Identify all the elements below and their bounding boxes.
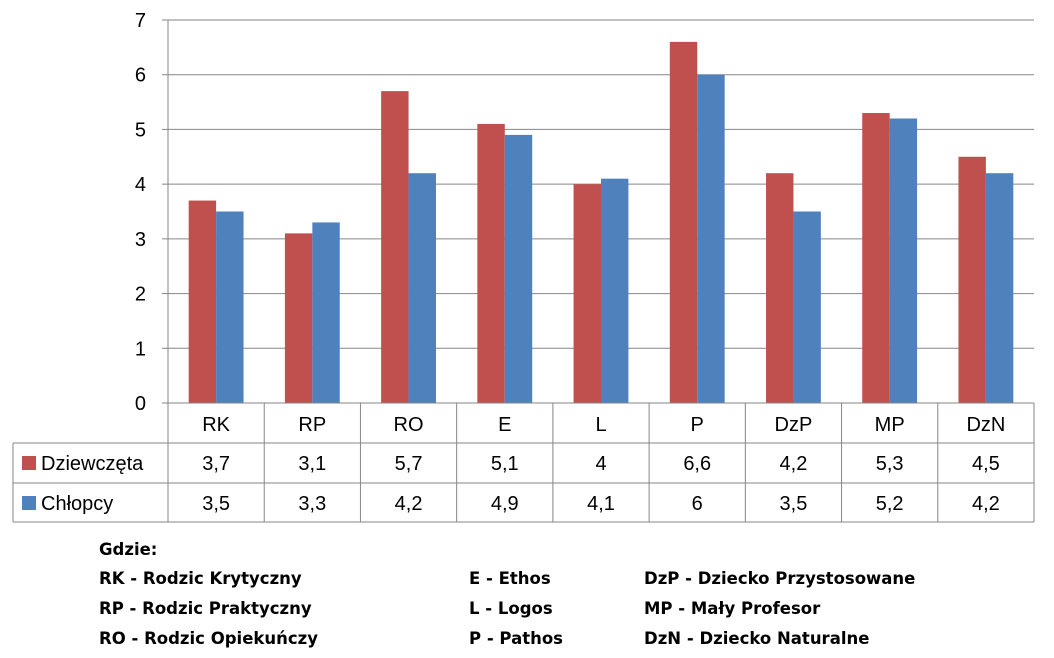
legend-label: Dziewczęta	[41, 453, 144, 475]
data-label: 3,1	[298, 453, 326, 475]
legend-swatch	[22, 496, 36, 510]
note-item: E - Ethos	[469, 569, 551, 588]
y-tick-label: 7	[135, 10, 146, 32]
note-item: RO - Rodzic Opiekuńczy	[99, 629, 318, 648]
category-label: MP	[875, 414, 905, 436]
legend-swatch	[22, 456, 36, 470]
category-label: RK	[202, 414, 230, 436]
y-tick-label: 1	[135, 338, 146, 360]
bar	[862, 113, 890, 403]
note-item: RK - Rodzic Krytyczny	[99, 569, 302, 588]
y-tick-label: 0	[135, 393, 146, 415]
data-label: 4,1	[587, 493, 615, 515]
bar	[216, 211, 244, 403]
bar	[504, 134, 533, 403]
data-label: 4,2	[780, 453, 808, 475]
data-label: 5,7	[395, 453, 423, 475]
bar	[793, 211, 821, 403]
note-item: MP - Mały Profesor	[644, 599, 821, 618]
legend-label: Chłopcy	[41, 493, 113, 515]
bar	[985, 173, 1014, 403]
notes-header: Gdzie:	[99, 540, 158, 559]
category-label: P	[691, 414, 704, 436]
abbreviation-notes: Gdzie: RK - Rodzic Krytyczny E - Ethos D…	[99, 538, 999, 656]
category-label: DzN	[966, 414, 1005, 436]
bar	[381, 91, 409, 403]
bar	[573, 184, 601, 403]
data-label: 6	[692, 493, 703, 515]
y-tick-label: 6	[135, 65, 146, 87]
category-label: DzP	[775, 414, 813, 436]
bar	[697, 74, 725, 403]
bar	[408, 173, 436, 403]
data-label: 5,2	[876, 493, 904, 515]
bar	[312, 222, 340, 403]
note-item: P - Pathos	[469, 629, 564, 648]
bar	[766, 173, 794, 403]
category-label: RO	[394, 414, 424, 436]
data-label: 6,6	[683, 453, 711, 475]
data-label: 3,5	[780, 493, 808, 515]
note-item: RP - Rodzic Praktyczny	[99, 599, 312, 618]
data-label: 5,3	[876, 453, 904, 475]
data-label: 5,1	[491, 453, 519, 475]
data-label: 4	[595, 453, 606, 475]
y-tick-label: 3	[135, 229, 146, 251]
bar	[669, 41, 698, 404]
data-label: 3,3	[298, 493, 326, 515]
bar	[477, 123, 505, 403]
bar	[284, 233, 313, 403]
data-label: 4,9	[491, 493, 519, 515]
bars	[188, 41, 1014, 404]
bar-chart: 0 1 2 3 4 5 6 7 RK RP RO E L P DzP MP DzN Dziewczęta 3,7 3…	[12, 10, 1035, 523]
note-item: L - Logos	[469, 599, 553, 618]
note-item: DzP - Dziecko Przystosowane	[644, 569, 916, 588]
notes-row: RK - Rodzic Krytyczny E - Ethos DzP - Dz…	[99, 569, 999, 593]
data-label: 4,2	[972, 493, 1000, 515]
bar	[958, 156, 986, 403]
data-label: 4,5	[972, 453, 1000, 475]
y-tick-label: 2	[135, 284, 146, 306]
data-table: RK RP RO E L P DzP MP DzN Dziewczęta 3,7 3,1 5,7 5,1 4…	[12, 402, 1035, 523]
category-label: E	[498, 414, 511, 436]
note-item: DzN - Dziecko Naturalne	[644, 629, 870, 648]
category-label: L	[595, 414, 606, 436]
notes-row: RP - Rodzic Praktyczny L - Logos MP - Ma…	[99, 599, 999, 623]
bar	[601, 178, 629, 403]
data-label: 3,5	[202, 493, 230, 515]
y-tick-label: 5	[135, 119, 146, 141]
y-axis: 0 1 2 3 4 5 6 7	[135, 10, 169, 415]
category-label: RP	[298, 414, 326, 436]
bar	[188, 200, 217, 403]
data-label: 4,2	[395, 493, 423, 515]
notes-row: RO - Rodzic Opiekuńczy P - Pathos DzN - …	[99, 629, 999, 653]
bar	[889, 118, 918, 403]
y-tick-label: 4	[135, 174, 146, 196]
data-label: 3,7	[202, 453, 230, 475]
